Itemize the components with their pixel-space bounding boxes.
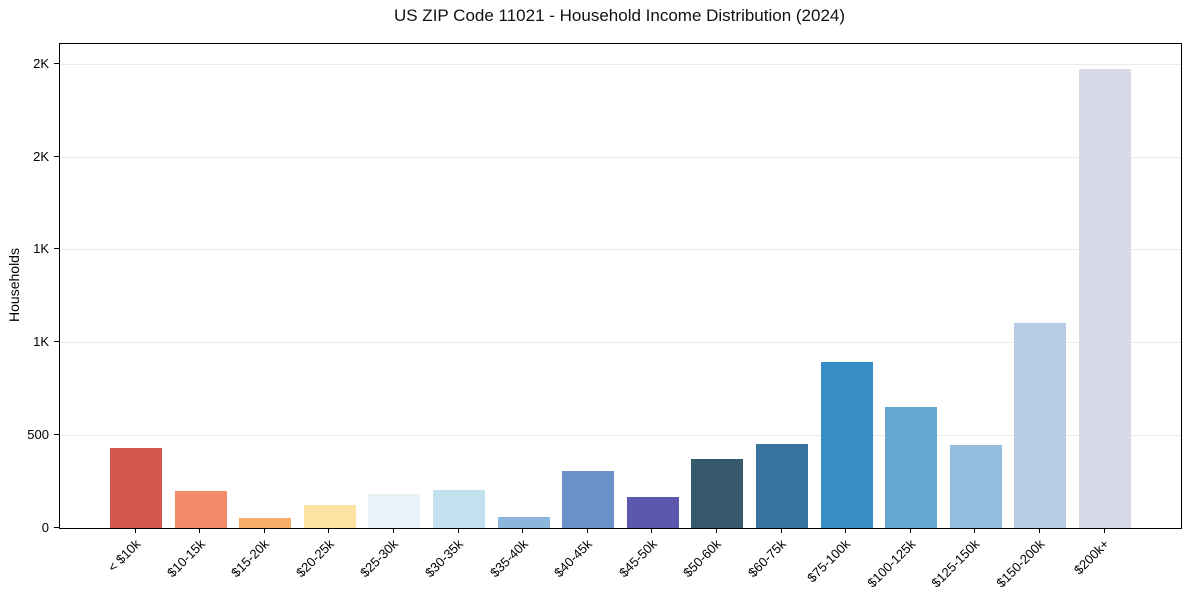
bar: [303, 504, 356, 528]
x-tick-mark: [199, 528, 201, 533]
gridline: [60, 434, 1181, 436]
x-tick-label: < $10k: [104, 536, 143, 575]
bar: [497, 516, 550, 528]
x-tick-label: $25-30k: [357, 536, 402, 581]
x-tick-label: $150-200k: [993, 536, 1048, 590]
x-tick-mark: [845, 528, 847, 533]
x-tick-label: $100-125k: [864, 536, 919, 590]
x-tick-label: $125-150k: [928, 536, 983, 590]
y-tick-label: 1K: [33, 334, 49, 350]
y-tick-mark: [54, 155, 59, 157]
gridline: [60, 249, 1181, 251]
x-tick-label: $15-20k: [228, 536, 273, 581]
bar: [885, 406, 938, 528]
x-tick-mark: [392, 528, 394, 533]
bar: [949, 444, 1002, 528]
bar: [174, 490, 227, 528]
x-tick-mark: [715, 528, 717, 533]
x-tick-label: $40-45k: [551, 536, 596, 581]
y-tick-label: 2K: [33, 148, 49, 164]
bar: [433, 490, 485, 528]
bar: [110, 448, 162, 528]
bar: [820, 362, 873, 528]
y-tick-label: 500: [27, 426, 49, 442]
gridline: [60, 156, 1181, 158]
x-tick-label: $10-15k: [163, 536, 208, 581]
x-tick-mark: [909, 528, 911, 533]
x-tick-mark: [651, 528, 653, 533]
y-tick-mark: [54, 62, 59, 64]
x-tick-label: $60-75k: [745, 536, 789, 581]
y-tick-mark: [54, 526, 59, 528]
x-tick-mark: [1038, 528, 1040, 533]
y-tick-label: 1K: [33, 241, 49, 257]
bar: [691, 459, 744, 528]
x-tick-label: $20-25k: [292, 536, 337, 581]
x-tick-mark: [457, 528, 459, 533]
x-tick-mark: [974, 528, 976, 533]
y-tick-label: 0: [41, 519, 49, 535]
x-tick-label: $75-100k: [804, 536, 854, 586]
bar: [1079, 69, 1131, 528]
bar: [756, 443, 808, 528]
x-tick-mark: [134, 528, 136, 533]
gridline: [60, 342, 1181, 344]
bar: [1014, 323, 1067, 528]
x-tick-label: $45-50k: [615, 536, 660, 581]
x-tick-mark: [522, 528, 524, 533]
x-tick-mark: [328, 528, 330, 533]
x-tick-mark: [263, 528, 265, 533]
y-tick-label: 2K: [33, 55, 49, 71]
bar: [626, 497, 679, 528]
x-tick-mark: [1103, 528, 1105, 533]
x-tick-label: $200k+: [1070, 536, 1112, 578]
bar: [368, 493, 421, 528]
y-tick-mark: [54, 341, 59, 343]
chart-title: US ZIP Code 11021 - Household Income Dis…: [393, 6, 846, 25]
gridline: [60, 63, 1181, 65]
y-axis: 0 500 1K 1K 2K 2K: [0, 43, 59, 534]
y-tick-mark: [54, 433, 59, 435]
bar: [239, 517, 292, 528]
bar: [562, 471, 615, 528]
y-tick-mark: [54, 248, 59, 250]
x-tick-label: $35-40k: [486, 536, 531, 581]
plot-area: [59, 43, 1182, 529]
x-tick-mark: [586, 528, 588, 533]
x-tick-label: $30-35k: [422, 536, 466, 581]
x-tick-label: $50-60k: [680, 536, 725, 581]
x-axis: < $10k $10-15k $15-20k $20-25k $25-30k $30-35…: [59, 527, 1180, 590]
x-tick-mark: [780, 528, 782, 533]
